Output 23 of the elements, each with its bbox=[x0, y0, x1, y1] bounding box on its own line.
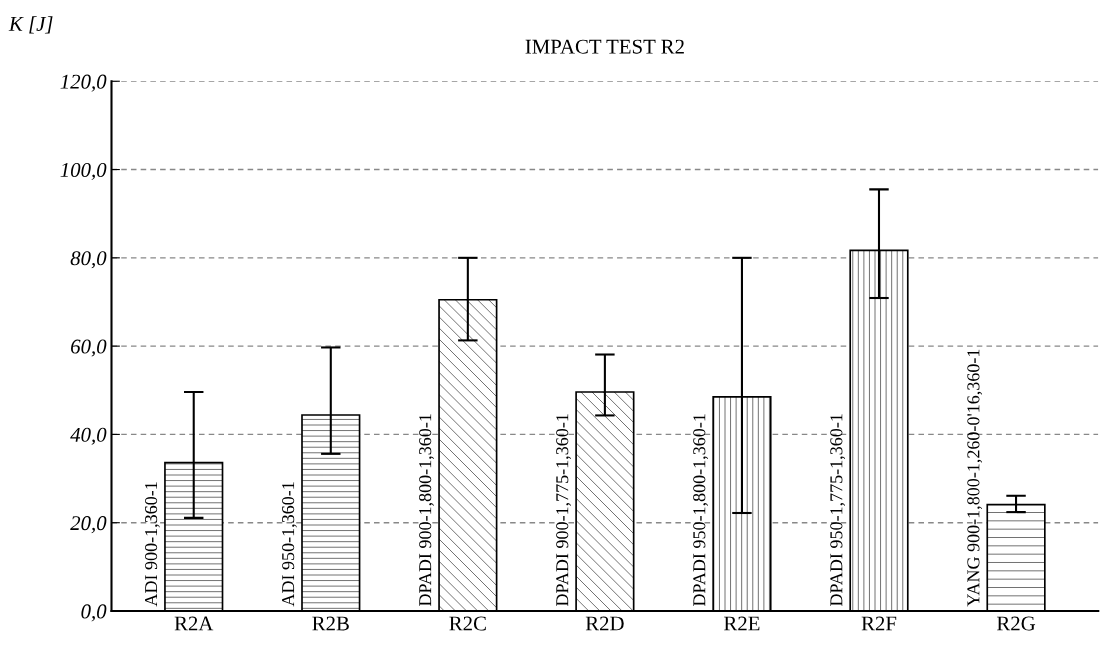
chart-title: IMPACT TEST R2 bbox=[525, 39, 684, 54]
y-tick-label: 20,0 bbox=[70, 516, 107, 534]
x-tick-label: R2C bbox=[449, 616, 486, 631]
annotation: DPADI 900-1,800-1,360-1 bbox=[419, 414, 434, 607]
x-tick-label: R2F bbox=[861, 616, 897, 631]
y-axis-title: K [J] bbox=[8, 16, 53, 34]
annotation: DPADI 950-1,800-1,360-1 bbox=[693, 414, 708, 607]
annotation: YANG 900-1,800-1,260-0'16,360-1 bbox=[967, 349, 983, 607]
y-tick-label: 80,0 bbox=[70, 251, 107, 269]
annotation: DPADI 900-1,775-1,360-1 bbox=[556, 414, 571, 607]
y-tick-label: 40,0 bbox=[70, 427, 107, 445]
x-tick-label: R2A bbox=[174, 616, 214, 631]
x-tick-label: R2B bbox=[312, 616, 349, 631]
annotation: DPADI 950-1,775-1,360-1 bbox=[830, 414, 846, 607]
y-tick-label: 100,0 bbox=[60, 162, 107, 180]
x-tick-label: R2D bbox=[585, 616, 624, 631]
y-tick-label: 0,0 bbox=[81, 604, 107, 622]
annotation: ADI 950-1,360-1 bbox=[282, 482, 297, 607]
annotation: ADI 900-1,360-1 bbox=[144, 482, 160, 607]
y-tick-label: 60,0 bbox=[71, 339, 107, 357]
y-tick-label: 120,0 bbox=[60, 74, 107, 92]
x-tick-label: R2G bbox=[996, 616, 1036, 631]
x-tick-label: R2E bbox=[724, 616, 760, 631]
